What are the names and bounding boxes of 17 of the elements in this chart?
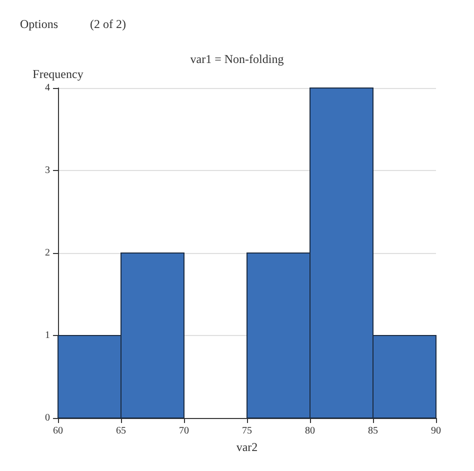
x-tick-label: 60 [53, 426, 63, 436]
x-tick-label: 85 [368, 426, 378, 436]
y-tick-label: 0 [45, 412, 50, 424]
x-tick-label: 80 [305, 426, 315, 436]
y-axis-title: Frequency [32, 67, 84, 81]
x-tick-label: 65 [116, 426, 126, 436]
x-tick-label: 70 [179, 426, 189, 436]
y-tick-label: 1 [45, 330, 50, 341]
y-tick-label: 4 [45, 82, 50, 94]
x-tick-label: 75 [242, 426, 252, 436]
x-axis-title: var2 [236, 440, 258, 454]
y-tick-label: 3 [45, 165, 50, 176]
text: Options [20, 17, 58, 31]
chart-title: var1 = Non-folding [190, 52, 284, 66]
text: (2 of 2) [90, 17, 126, 31]
y-tick-label: 2 [45, 248, 50, 258]
x-tick-label: 90 [431, 426, 441, 436]
